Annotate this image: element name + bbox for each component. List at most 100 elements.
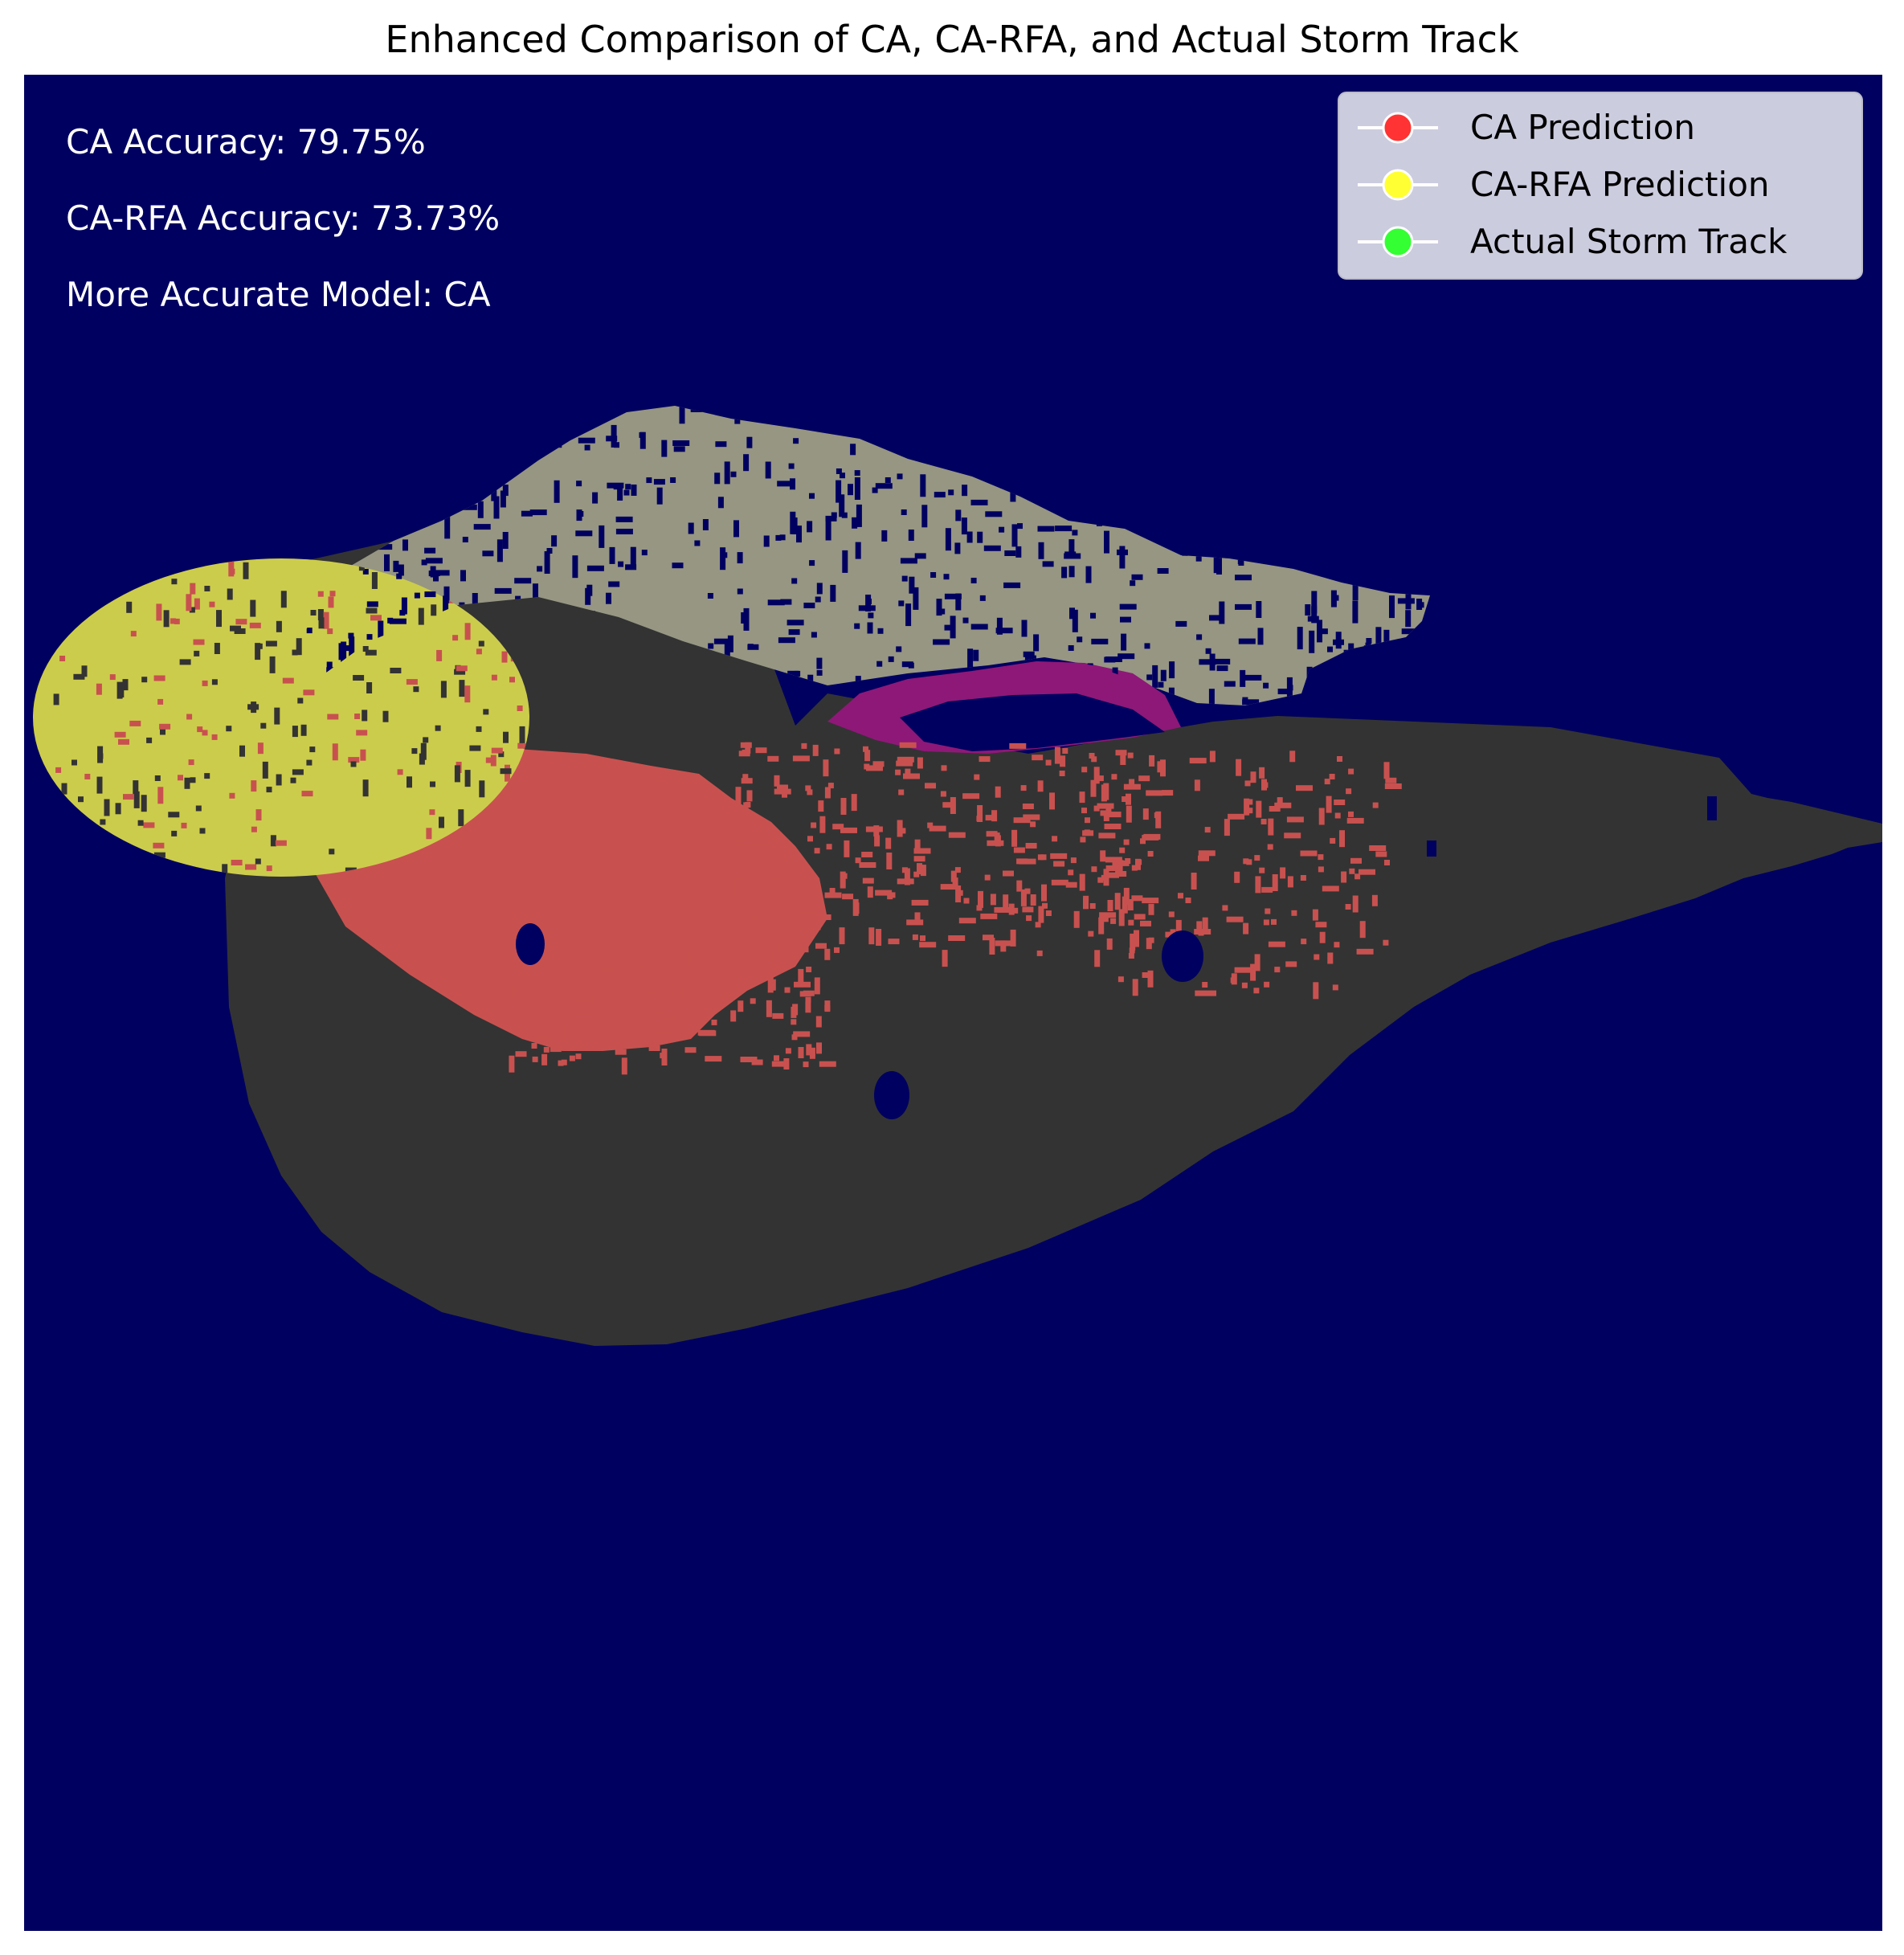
- speckle-pixel: [788, 463, 795, 469]
- speckle-pixel: [1352, 583, 1359, 601]
- speckle-pixel: [1115, 871, 1127, 877]
- speckle-pixel: [586, 565, 604, 571]
- speckle-pixel: [1127, 752, 1134, 759]
- speckle-pixel: [735, 840, 742, 847]
- storm-gap-2: [874, 1071, 909, 1119]
- speckle-pixel: [1209, 751, 1216, 763]
- speckle-pixel: [816, 669, 823, 676]
- speckle-pixel: [517, 742, 524, 749]
- speckle-pixel: [1318, 808, 1325, 825]
- speckle-pixel: [963, 898, 970, 904]
- speckle-pixel: [235, 619, 247, 625]
- speckle-pixel: [592, 492, 599, 504]
- speckle-pixel: [348, 632, 354, 639]
- speckle-pixel: [1102, 916, 1109, 922]
- speckle-pixel: [550, 1046, 562, 1053]
- speckle-pixel: [156, 603, 162, 621]
- speckle-pixel: [730, 1010, 737, 1022]
- speckle-pixel: [1143, 833, 1161, 840]
- speckle-pixel: [715, 441, 727, 448]
- speckle-pixel: [772, 937, 778, 955]
- speckle-pixel: [464, 770, 471, 787]
- speckle-pixel: [1158, 681, 1164, 688]
- speckle-pixel: [1238, 560, 1244, 566]
- speckle-pixel: [867, 622, 873, 634]
- speckle-pixel: [1016, 880, 1023, 892]
- legend-frame: [1338, 92, 1863, 280]
- speckle-pixel: [621, 1057, 627, 1075]
- speckle-pixel: [780, 599, 792, 605]
- speckle-pixel: [370, 615, 382, 621]
- speckle-pixel: [1123, 839, 1130, 845]
- speckle-pixel: [614, 442, 619, 448]
- speckle-pixel: [602, 963, 619, 969]
- speckle-pixel: [503, 731, 509, 743]
- speckle-pixel: [430, 781, 435, 787]
- speckle-pixel: [778, 637, 795, 644]
- speckle-pixel: [1318, 866, 1324, 873]
- speckle-pixel: [834, 748, 840, 755]
- speckle-pixel: [1236, 759, 1242, 776]
- speckle-pixel: [1242, 699, 1260, 706]
- speckle-pixel: [806, 967, 812, 972]
- legend-item-ca-rfa: CA-RFA Prediction: [1358, 165, 1770, 204]
- speckle-pixel: [797, 912, 815, 918]
- speckle-pixel: [1112, 860, 1124, 866]
- speckle-pixel: [1142, 898, 1159, 904]
- speckle-pixel: [777, 481, 795, 487]
- speckle-pixel: [1081, 767, 1088, 773]
- speckle-pixel: [1334, 812, 1341, 819]
- speckle-pixel: [1326, 795, 1332, 813]
- speckle-pixel: [255, 809, 262, 821]
- speckle-pixel: [1118, 909, 1125, 926]
- speckle-pixel: [896, 760, 913, 767]
- speckle-pixel: [834, 947, 840, 953]
- speckle-pixel: [411, 748, 418, 755]
- speckle-pixel: [791, 1019, 797, 1025]
- speckle-pixel: [864, 763, 870, 770]
- speckle-pixel: [767, 755, 779, 762]
- speckle-pixel: [995, 628, 1013, 634]
- speckle-pixel: [1103, 816, 1109, 821]
- speckle-pixel: [1098, 832, 1116, 839]
- speckle-pixel: [840, 871, 846, 889]
- speckle-pixel: [1103, 783, 1109, 800]
- speckle-pixel: [532, 1056, 538, 1062]
- speckle-pixel: [766, 971, 772, 978]
- speckle-pixel: [366, 601, 378, 607]
- speckle-pixel: [1068, 539, 1075, 557]
- speckle-pixel: [1068, 645, 1074, 651]
- speckle-pixel: [458, 809, 464, 827]
- speckle-pixel: [927, 822, 934, 828]
- speckle-pixel: [1023, 814, 1040, 820]
- speckle-pixel: [55, 767, 62, 773]
- speckle-pixel: [1106, 938, 1113, 950]
- speckle-pixel: [1352, 600, 1359, 624]
- speckle-pixel: [1146, 674, 1153, 681]
- speckle-pixel: [1112, 667, 1118, 679]
- speckle-pixel: [872, 761, 885, 767]
- speckle-pixel: [803, 1061, 809, 1068]
- speckle-pixel: [290, 777, 296, 783]
- speckle-pixel: [390, 668, 402, 673]
- speckle-pixel: [1085, 817, 1090, 824]
- speckle-pixel: [519, 726, 525, 743]
- speckle-pixel: [913, 848, 931, 854]
- speckle-pixel: [772, 950, 778, 962]
- speckle-pixel: [306, 628, 313, 634]
- speckle-pixel: [1083, 898, 1089, 910]
- speckle-pixel: [954, 867, 961, 873]
- speckle-pixel: [1050, 853, 1068, 859]
- speckle-pixel: [1108, 872, 1119, 878]
- speckle-pixel: [168, 812, 180, 818]
- speckle-pixel: [493, 496, 500, 519]
- speckle-pixel: [788, 950, 795, 962]
- speckle-pixel: [414, 592, 420, 599]
- speckle-pixel: [1346, 817, 1364, 824]
- speckle-pixel: [888, 939, 900, 945]
- speckle-pixel: [1280, 867, 1286, 879]
- speckle-pixel: [1017, 523, 1023, 530]
- speckle-pixel: [1260, 819, 1267, 824]
- speckle-pixel: [535, 1033, 553, 1039]
- speckle-pixel: [1129, 779, 1135, 785]
